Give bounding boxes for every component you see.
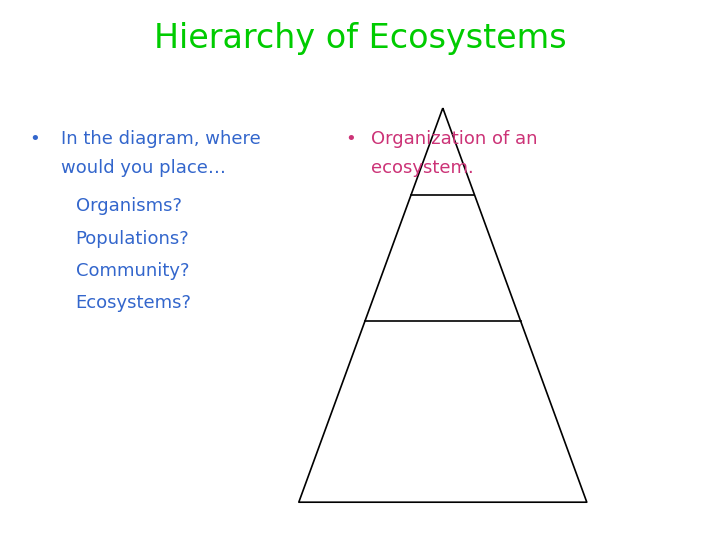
Text: Populations?: Populations?: [76, 230, 189, 247]
Text: Community?: Community?: [76, 262, 189, 280]
Text: Organisms?: Organisms?: [76, 197, 181, 215]
Text: •: •: [29, 130, 40, 147]
Text: Ecosystems?: Ecosystems?: [76, 294, 192, 312]
Text: •: •: [346, 130, 356, 147]
Text: would you place…: would you place…: [61, 159, 226, 177]
Text: In the diagram, where: In the diagram, where: [61, 130, 261, 147]
Text: ecosystem.: ecosystem.: [371, 159, 474, 177]
Text: Hierarchy of Ecosystems: Hierarchy of Ecosystems: [153, 22, 567, 55]
Text: Organization of an: Organization of an: [371, 130, 537, 147]
